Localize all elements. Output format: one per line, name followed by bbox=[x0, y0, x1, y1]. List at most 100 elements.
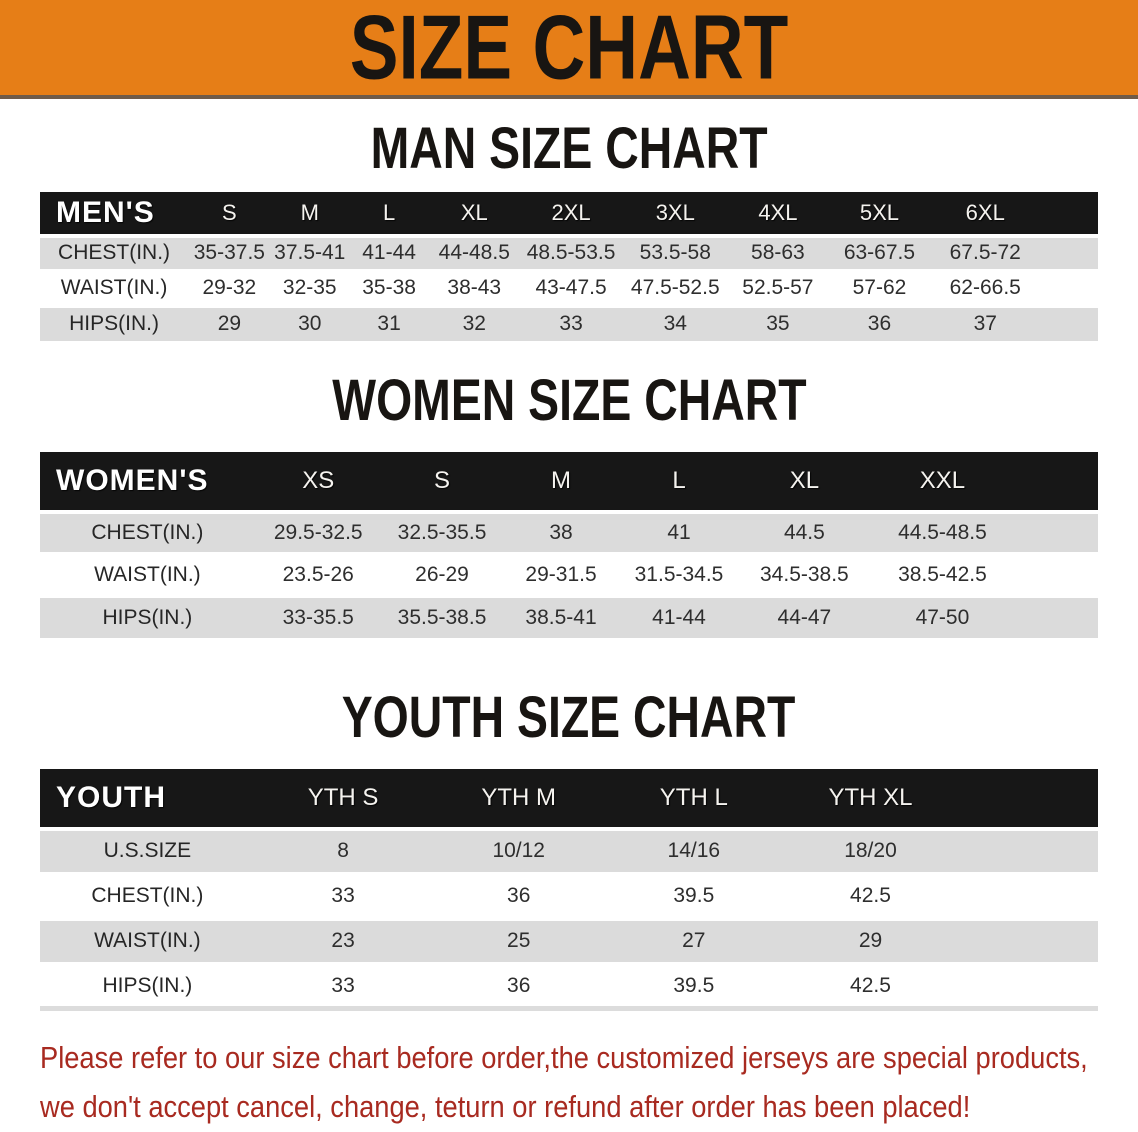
women-size-section: WOMEN SIZE CHART WOMEN'S XS S M L XL XXL CHEST(… bbox=[0, 367, 1138, 638]
size-value: 38.5-42.5 bbox=[898, 562, 987, 586]
size-value: 23.5-26 bbox=[282, 562, 354, 586]
youth-section-heading: YOUTH SIZE CHART bbox=[0, 684, 1138, 751]
size-value: 67.5-72 bbox=[949, 241, 1021, 265]
size-value: 34 bbox=[663, 312, 687, 336]
size-value: 10/12 bbox=[492, 839, 545, 863]
size-value: 34.5-38.5 bbox=[760, 562, 849, 586]
men-size-section: MAN SIZE CHART MEN'S S M L XL 2XL 3XL 4XL 5XL 6XL… bbox=[0, 116, 1138, 341]
size-value: 43-47.5 bbox=[535, 276, 607, 300]
size-value: 31 bbox=[377, 312, 401, 336]
size-value: 47-50 bbox=[915, 605, 970, 629]
size-table-row: U.S.SIZE 8 10/12 14/16 18/20 bbox=[40, 828, 1098, 874]
size-column-header: 2XL bbox=[551, 199, 591, 225]
size-value: 44.5-48.5 bbox=[898, 520, 987, 544]
size-value: 33 bbox=[331, 974, 355, 998]
men-size-table: MEN'S S M L XL 2XL 3XL 4XL 5XL 6XL CHEST(IN.) 35-37… bbox=[40, 191, 1098, 341]
row-label: CHEST(IN.) bbox=[58, 241, 171, 265]
banner: SIZE CHART bbox=[0, 0, 1138, 99]
filler-cell bbox=[959, 769, 1098, 829]
size-column-header: YTH XL bbox=[828, 783, 913, 811]
notice-line-2-text: we don't accept cancel, change, teturn o… bbox=[40, 1089, 971, 1125]
size-column-header: XXL bbox=[919, 466, 966, 494]
size-table-row: WAIST(IN.) 23 25 27 29 bbox=[40, 918, 1098, 964]
filler-cell bbox=[1040, 236, 1098, 271]
row-label: WAIST(IN.) bbox=[60, 276, 168, 300]
size-value: 31.5-34.5 bbox=[634, 562, 724, 586]
women-size-table: WOMEN'S XS S M L XL XXL CHEST(IN.) 29.5-32.5 32.5… bbox=[40, 451, 1098, 638]
size-value: 37.5-41 bbox=[274, 241, 346, 265]
size-value: 39.5 bbox=[673, 974, 715, 998]
size-value: 35.5-38.5 bbox=[397, 605, 487, 629]
size-value: 35-37.5 bbox=[193, 241, 265, 265]
youth-heading-text: YOUTH SIZE CHART bbox=[342, 684, 796, 750]
women-heading-text: WOMEN SIZE CHART bbox=[331, 367, 807, 433]
men-section-heading: MAN SIZE CHART bbox=[0, 116, 1138, 182]
row-label: WAIST(IN.) bbox=[94, 929, 201, 953]
size-value: 14/16 bbox=[667, 839, 721, 863]
size-value: 53.5-58 bbox=[639, 241, 711, 265]
size-table-header-row: WOMEN'S XS S M L XL XXL bbox=[40, 451, 1098, 512]
size-value: 25 bbox=[507, 929, 531, 953]
size-table-header-row: MEN'S S M L XL 2XL 3XL 4XL 5XL 6XL bbox=[40, 191, 1098, 236]
filler-cell bbox=[1014, 452, 1098, 512]
size-column-header: 3XL bbox=[655, 199, 695, 225]
filler-cell bbox=[1040, 192, 1098, 236]
notice-line-1: Please refer to our size chart before or… bbox=[40, 1033, 1138, 1082]
size-value: 35-38 bbox=[362, 276, 416, 300]
size-value: 36 bbox=[867, 312, 892, 336]
size-value: 41-44 bbox=[362, 241, 416, 265]
women-section-heading: WOMEN SIZE CHART bbox=[0, 367, 1138, 434]
filler-cell bbox=[959, 829, 1098, 874]
banner-title: SIZE CHART bbox=[311, 2, 827, 93]
filler-cell bbox=[1040, 306, 1098, 341]
size-value: 39.5 bbox=[673, 884, 715, 908]
filler-cell bbox=[959, 964, 1098, 1009]
filler-cell bbox=[1014, 596, 1098, 638]
size-value: 47.5-52.5 bbox=[630, 276, 720, 300]
table-header-label: WOMEN'S bbox=[56, 463, 209, 497]
men-heading-text: MAN SIZE CHART bbox=[370, 116, 768, 181]
size-value: 48.5-53.5 bbox=[526, 241, 616, 265]
size-table-row: CHEST(IN.) 35-37.5 37.5-41 41-44 44-48.5 48.5… bbox=[40, 235, 1098, 271]
size-table-header-row: YOUTH YTH S YTH M YTH L YTH XL bbox=[40, 768, 1098, 829]
size-value: 32 bbox=[462, 312, 486, 336]
size-value: 36 bbox=[507, 884, 531, 908]
size-value: 36 bbox=[507, 974, 531, 998]
size-value: 42.5 bbox=[850, 974, 891, 998]
size-table-row: HIPS(IN.) 33 36 39.5 42.5 bbox=[40, 963, 1098, 1009]
size-value: 44-48.5 bbox=[438, 241, 510, 265]
youth-size-table: YOUTH YTH S YTH M YTH L YTH XL U.S.SIZE 8 10/12… bbox=[40, 768, 1098, 1012]
size-column-header: M bbox=[551, 466, 572, 494]
size-value: 52.5-57 bbox=[742, 276, 814, 300]
table-header-label: MEN'S bbox=[56, 195, 155, 229]
row-label: HIPS(IN.) bbox=[102, 605, 193, 629]
size-value: 33 bbox=[331, 884, 355, 908]
size-value: 44.5 bbox=[783, 520, 825, 544]
size-value: 41 bbox=[667, 520, 691, 544]
size-value: 29 bbox=[858, 929, 883, 953]
size-column-header: YTH M bbox=[481, 783, 557, 811]
size-value: 58-63 bbox=[751, 241, 805, 265]
content: MAN SIZE CHART MEN'S S M L XL 2XL 3XL 4XL 5XL 6XL… bbox=[0, 116, 1138, 1131]
row-label: CHEST(IN.) bbox=[91, 520, 204, 544]
size-value: 63-67.5 bbox=[843, 241, 916, 265]
size-value: 27 bbox=[682, 929, 706, 953]
youth-size-section: YOUTH SIZE CHART YOUTH YTH S YTH M YTH L YTH… bbox=[0, 684, 1138, 1012]
size-value: 41-44 bbox=[652, 605, 706, 629]
table-header-label: YOUTH bbox=[56, 780, 166, 814]
size-value: 29 bbox=[217, 312, 242, 336]
size-value: 26-29 bbox=[415, 562, 469, 586]
filler-cell bbox=[1014, 512, 1098, 554]
row-label: HIPS(IN.) bbox=[102, 974, 193, 998]
size-value: 38-43 bbox=[447, 276, 502, 300]
row-label: U.S.SIZE bbox=[103, 839, 192, 863]
filler-cell bbox=[959, 874, 1098, 919]
size-value: 44-47 bbox=[777, 605, 832, 629]
size-value: 35 bbox=[766, 312, 790, 336]
size-column-header: M bbox=[300, 199, 319, 225]
size-column-header: L bbox=[382, 199, 396, 225]
size-table-row: WAIST(IN.) 23.5-26 26-29 29-31.5 31.5-34.5 34… bbox=[40, 553, 1098, 596]
notice-line-1-text: Please refer to our size chart before or… bbox=[40, 1040, 1088, 1076]
size-table-row: CHEST(IN.) 29.5-32.5 32.5-35.5 38 41 44.5 44.5… bbox=[40, 511, 1098, 554]
size-value: 33 bbox=[559, 312, 583, 336]
